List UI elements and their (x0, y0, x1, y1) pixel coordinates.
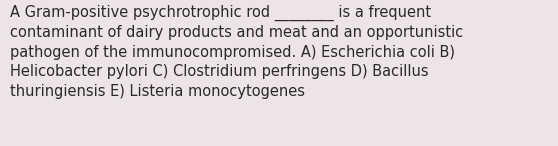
Text: A Gram-positive psychrotrophic rod ________ is a frequent
contaminant of dairy p: A Gram-positive psychrotrophic rod _____… (10, 4, 463, 99)
